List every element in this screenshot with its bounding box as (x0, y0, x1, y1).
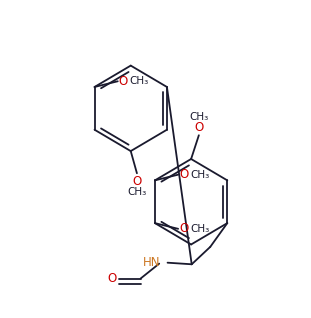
Text: CH₃: CH₃ (129, 76, 149, 86)
Text: O: O (179, 222, 188, 235)
Text: CH₃: CH₃ (189, 112, 208, 122)
Text: CH₃: CH₃ (190, 224, 209, 234)
Text: CH₃: CH₃ (127, 187, 146, 197)
Text: O: O (132, 175, 142, 188)
Text: O: O (107, 272, 116, 285)
Text: O: O (194, 121, 203, 134)
Text: O: O (179, 168, 188, 181)
Text: CH₃: CH₃ (190, 170, 209, 180)
Text: HN: HN (143, 256, 161, 269)
Text: O: O (119, 75, 128, 88)
